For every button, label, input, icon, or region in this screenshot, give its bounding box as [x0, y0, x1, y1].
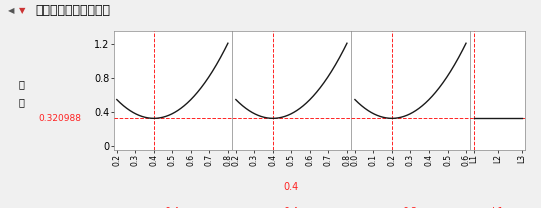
Text: 0.320988: 0.320988	[38, 114, 81, 123]
Text: 分: 分	[19, 79, 24, 90]
Text: 0.4: 0.4	[284, 182, 299, 192]
Text: 予測分散プロファイル: 予測分散プロファイル	[35, 4, 110, 17]
Text: 0.4: 0.4	[284, 207, 299, 208]
Text: 散: 散	[19, 97, 24, 107]
Text: 0.2: 0.2	[403, 207, 418, 208]
Text: ◀: ◀	[8, 6, 15, 15]
Text: L1: L1	[492, 207, 504, 208]
Text: ▼: ▼	[19, 6, 25, 15]
Text: 0.4: 0.4	[164, 207, 180, 208]
